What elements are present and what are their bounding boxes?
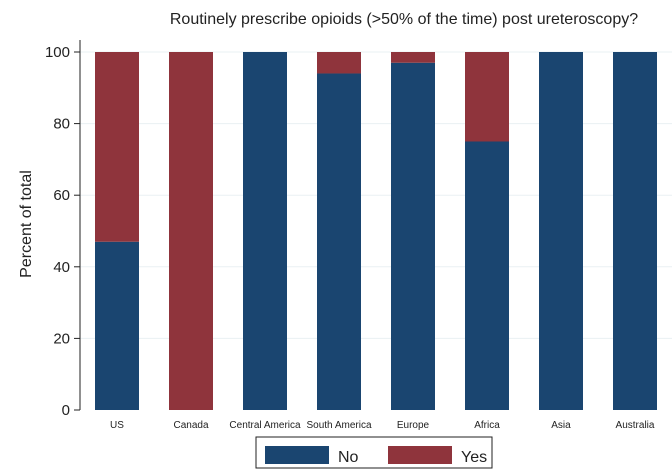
legend-label-yes: Yes bbox=[461, 449, 487, 466]
bar-no-south-america bbox=[317, 73, 361, 410]
legend-label-no: No bbox=[338, 449, 359, 466]
x-tick-label: US bbox=[110, 420, 124, 431]
legend-swatch-yes bbox=[388, 446, 452, 464]
y-tick-label: 20 bbox=[53, 330, 70, 347]
x-tick-label: Europe bbox=[397, 420, 430, 431]
bar-yes-south-america bbox=[317, 52, 361, 74]
y-tick-label: 60 bbox=[53, 187, 70, 204]
bars bbox=[95, 52, 657, 411]
x-tick-label: Asia bbox=[551, 420, 571, 431]
y-axis-label: Percent of total bbox=[18, 170, 35, 278]
y-tick-label: 80 bbox=[53, 116, 70, 133]
plot-area bbox=[80, 40, 672, 410]
x-tick-label: Africa bbox=[474, 420, 500, 431]
bar-yes-europe bbox=[391, 52, 435, 63]
bar-yes-canada bbox=[169, 52, 213, 410]
bar-no-us bbox=[95, 241, 139, 410]
x-tick-label: South America bbox=[306, 420, 371, 431]
y-tick-label: 0 bbox=[62, 402, 70, 419]
bar-yes-africa bbox=[465, 52, 509, 142]
y-tick-label: 40 bbox=[53, 259, 70, 276]
bar-no-asia bbox=[539, 52, 583, 410]
x-ticks: US Canada Central America South America Euro… bbox=[110, 420, 655, 431]
chart-title: Routinely prescribe opioids (>50% of the… bbox=[170, 11, 638, 28]
x-tick-label: Central America bbox=[229, 420, 301, 431]
bar-no-europe bbox=[391, 62, 435, 411]
bar-no-africa bbox=[465, 141, 509, 410]
bar-yes-us bbox=[95, 52, 139, 242]
y-tick-label: 100 bbox=[45, 44, 70, 61]
x-tick-label: Canada bbox=[173, 420, 208, 431]
bar-no-australia bbox=[613, 52, 657, 410]
legend: No Yes bbox=[255, 436, 493, 469]
x-tick-label: Australia bbox=[616, 420, 655, 431]
bar-no-central-america bbox=[243, 52, 287, 410]
legend-swatch-no bbox=[265, 446, 329, 464]
y-ticks: 0 20 40 60 80 100 bbox=[45, 44, 80, 419]
